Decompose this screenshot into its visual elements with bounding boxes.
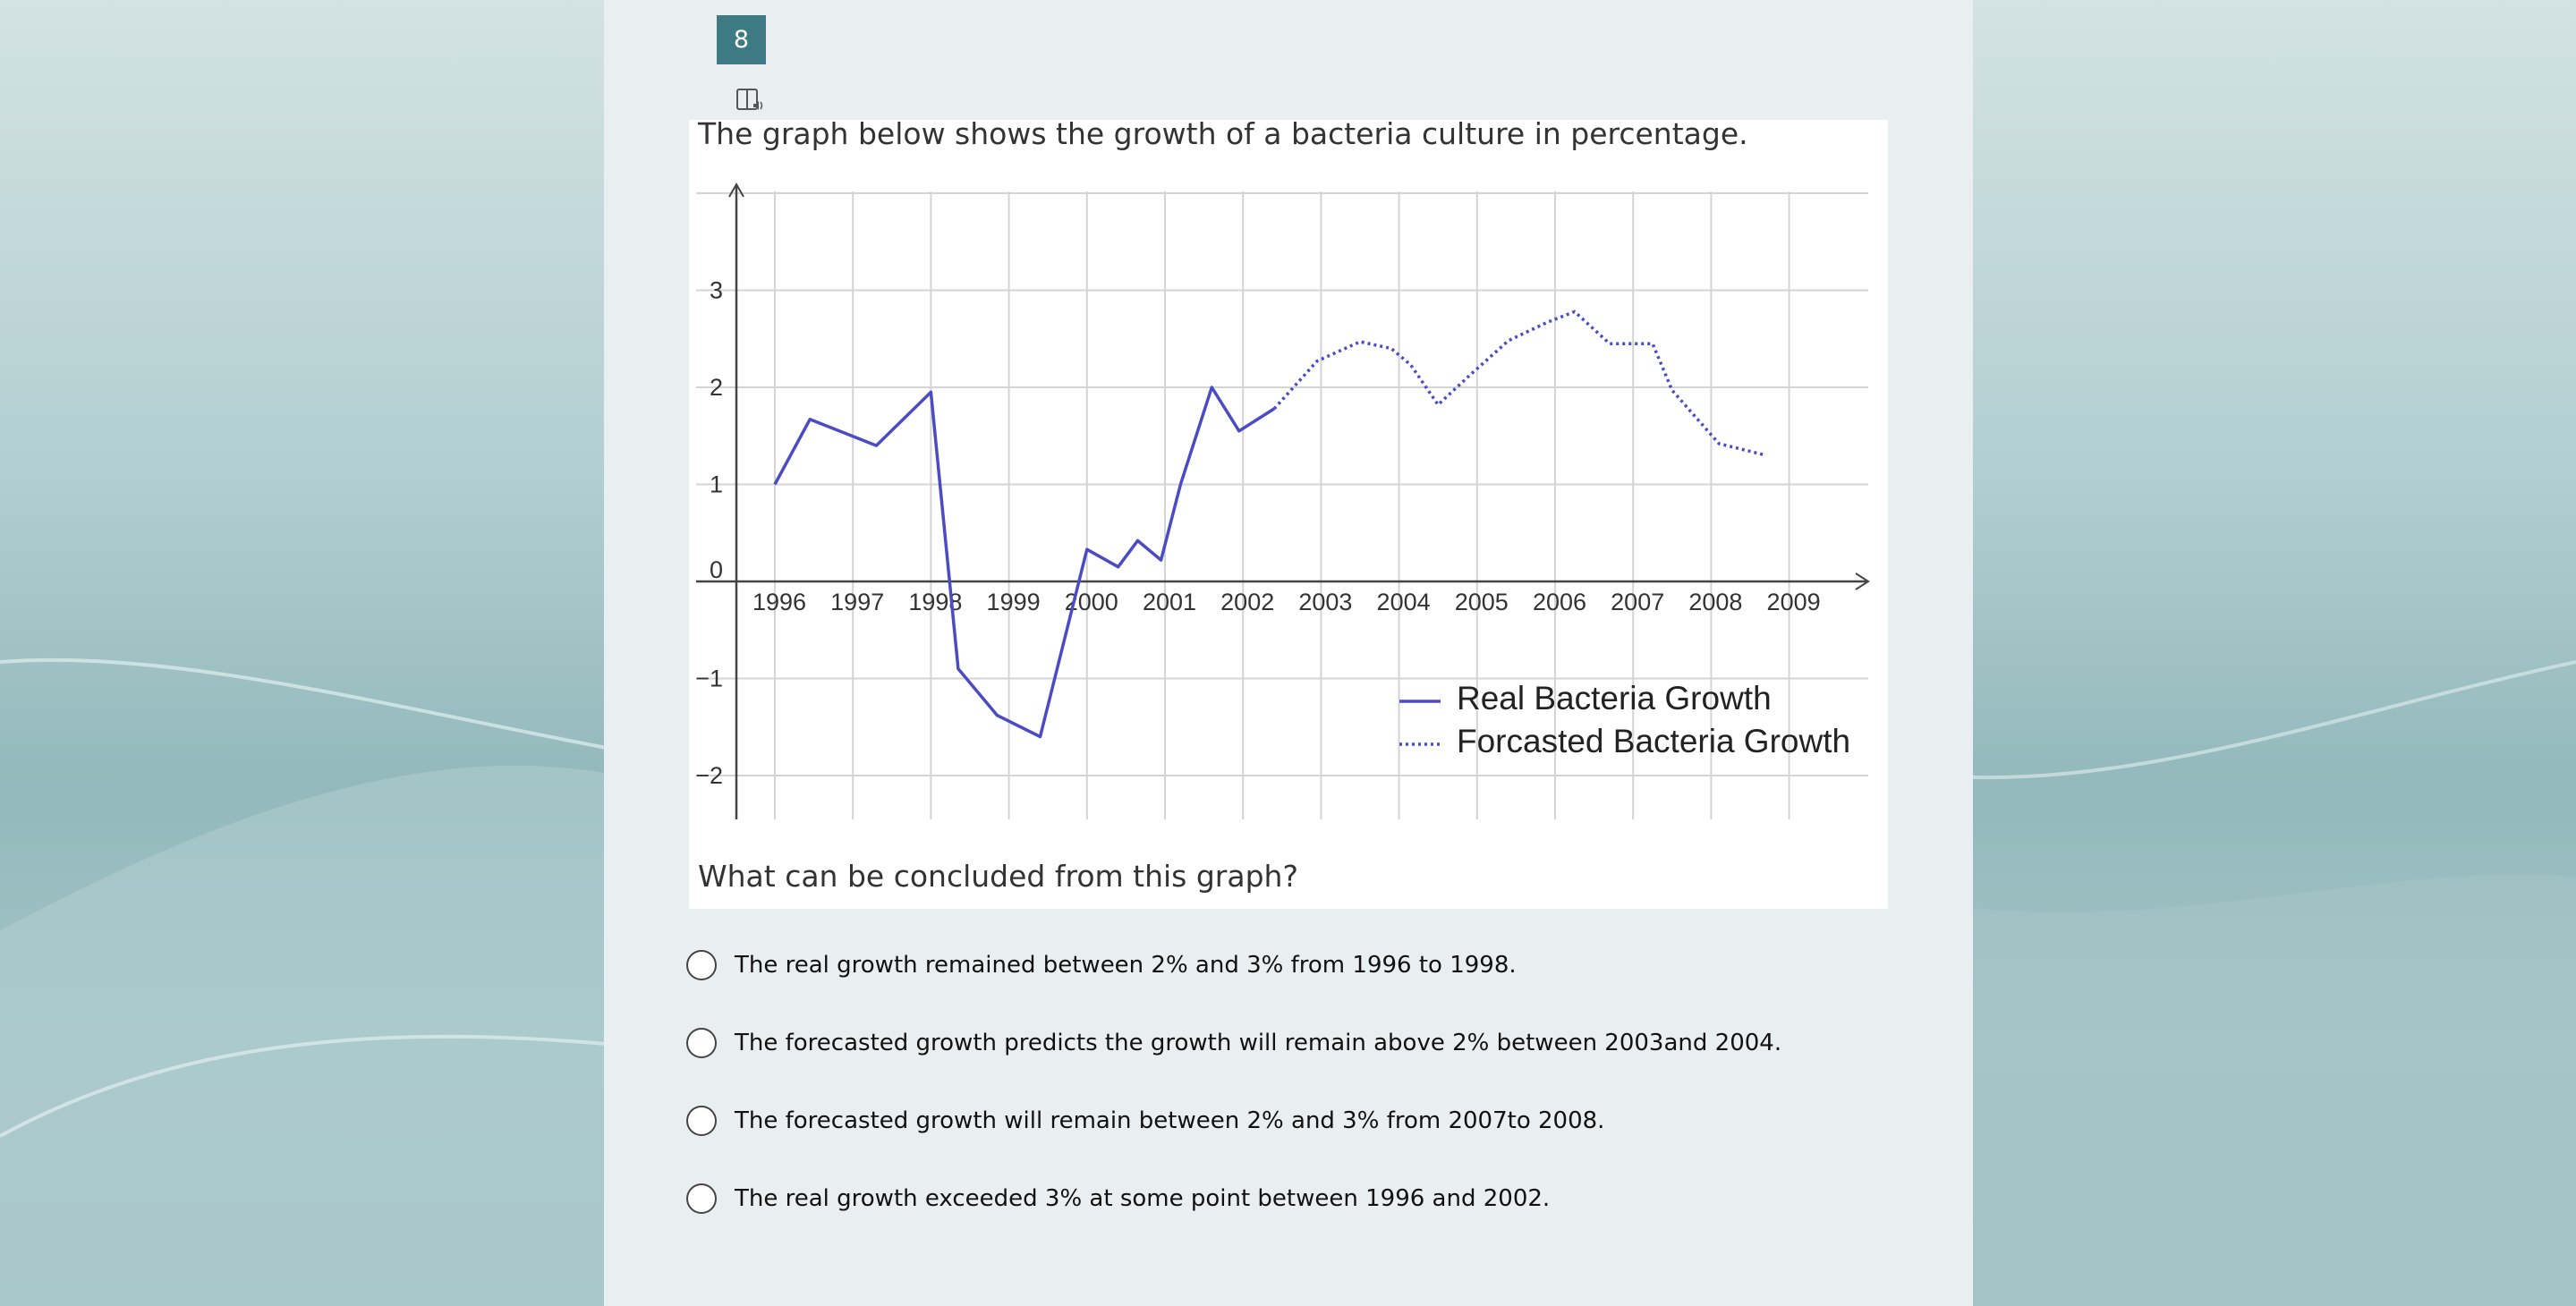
x-tick-label: 2001 <box>1143 589 1196 615</box>
answer-option-c[interactable]: The forecasted growth will remain betwee… <box>686 1101 1604 1141</box>
answer-option-a[interactable]: The real growth remained between 2% and … <box>686 946 1517 985</box>
answer-option-d[interactable]: The real growth exceeded 3% at some poin… <box>686 1179 1550 1218</box>
bacteria-growth-chart: 1996 1997 1998 1999 2000 2001 2002 2003 2004 2005… <box>695 182 1870 819</box>
question-number-badge: 8 <box>717 15 766 64</box>
x-tick-label: 2006 <box>1533 589 1586 615</box>
question-prompt: The graph below shows the growth of a ba… <box>698 116 1748 151</box>
y-tick-label: 1 <box>710 471 723 498</box>
y-tick-label: 2 <box>710 374 723 401</box>
x-tick-label: 2009 <box>1767 589 1821 615</box>
y-tick-label: 0 <box>710 556 723 583</box>
x-tick-label: 2008 <box>1688 589 1742 615</box>
y-tick-label: 3 <box>710 277 723 304</box>
question-card <box>689 120 1888 909</box>
option-label: The forecasted growth predicts the growt… <box>735 1030 1782 1056</box>
y-tick-label: −1 <box>695 666 723 692</box>
legend-label: Forcasted Bacteria Growth <box>1457 723 1850 759</box>
x-tick-label: 2002 <box>1220 589 1274 615</box>
y-axis-arrow <box>728 182 744 198</box>
option-label: The real growth exceeded 3% at some poin… <box>735 1185 1551 1212</box>
x-tick-label: 2004 <box>1377 589 1431 615</box>
y-tick-label: −2 <box>695 762 723 789</box>
option-label: The real growth remained between 2% and … <box>735 952 1517 979</box>
x-tick-label: 2007 <box>1611 589 1664 615</box>
radio-button[interactable] <box>686 1106 717 1136</box>
x-tick-label: 1996 <box>752 589 806 615</box>
question-sub-prompt: What can be concluded from this graph? <box>698 859 1298 894</box>
x-axis-arrow <box>1855 572 1870 590</box>
radio-button[interactable] <box>686 1183 717 1214</box>
series-line-real <box>773 386 1276 739</box>
x-tick-label: 2003 <box>1298 589 1352 615</box>
radio-button[interactable] <box>686 1028 717 1058</box>
radio-button[interactable] <box>686 950 717 980</box>
legend-label: Real Bacteria Growth <box>1457 680 1772 717</box>
answer-option-b[interactable]: The forecasted growth predicts the growt… <box>686 1023 1781 1063</box>
x-tick-label: 1997 <box>830 589 884 615</box>
x-tick-label: 2005 <box>1455 589 1509 615</box>
text-to-speech-icon[interactable] <box>735 88 766 114</box>
option-label: The forecasted growth will remain betwee… <box>735 1107 1605 1134</box>
x-tick-label: 1999 <box>987 589 1041 615</box>
series-line-forecast <box>1272 310 1766 457</box>
x-tick-label: 1998 <box>908 589 962 615</box>
